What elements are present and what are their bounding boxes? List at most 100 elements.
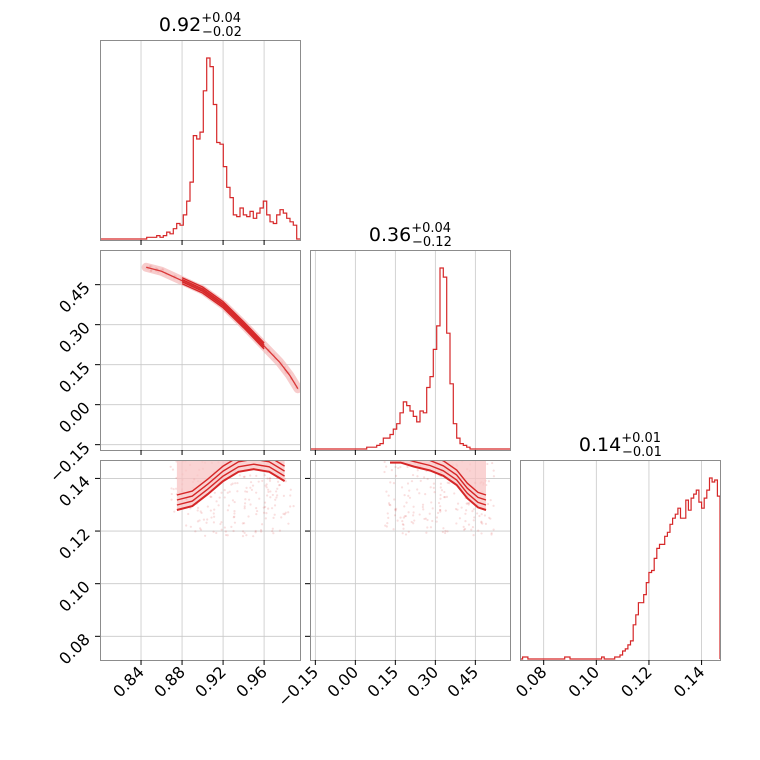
scatter-point	[220, 491, 223, 494]
scatter-point	[396, 519, 399, 522]
x-tick-label: −0.15	[274, 662, 322, 710]
scatter-point	[194, 530, 197, 533]
scatter-point	[384, 524, 387, 527]
panel-hist-1	[310, 250, 510, 450]
scatter-point	[488, 516, 491, 519]
scatter-point	[199, 528, 203, 531]
scatter-point	[236, 481, 239, 485]
scatter-point	[243, 507, 246, 510]
scatter-point	[248, 498, 251, 501]
scatter-point	[480, 521, 483, 524]
scatter-point	[289, 494, 292, 497]
scatter-point	[268, 477, 271, 480]
scatter-point	[273, 513, 276, 516]
scatter-point	[200, 511, 203, 515]
scatter-point	[491, 461, 494, 465]
scatter-point	[490, 532, 493, 535]
scatter-point	[446, 481, 449, 484]
x-tick-label: 0.08	[512, 662, 551, 701]
scatter-point	[431, 507, 434, 510]
scatter-point	[238, 474, 241, 477]
scatter-point	[463, 527, 467, 531]
scatter-point	[202, 518, 206, 521]
scatter-point	[401, 532, 404, 535]
scatter-point	[425, 531, 428, 534]
scatter-point	[439, 505, 442, 508]
scatter-point	[255, 507, 258, 510]
scatter-point	[426, 526, 429, 529]
panel-hist-2	[520, 460, 720, 660]
scatter-point	[491, 457, 493, 459]
scatter-point	[278, 483, 281, 487]
scatter-point	[234, 482, 237, 485]
scatter-point	[249, 486, 252, 489]
scatter-point	[224, 533, 228, 537]
scatter-point	[442, 527, 445, 530]
scatter-point	[274, 498, 277, 501]
scatter-point	[254, 529, 257, 533]
scatter-point	[439, 493, 442, 497]
scatter-point	[251, 484, 255, 487]
scatter-point	[413, 519, 416, 522]
scatter-point	[244, 490, 247, 493]
scatter-point	[454, 457, 456, 459]
scatter-point	[276, 480, 280, 483]
scatter-point	[489, 517, 492, 520]
scatter-point	[388, 458, 390, 460]
scatter-point	[278, 529, 282, 532]
scatter-point	[385, 525, 388, 528]
scatter-point	[436, 511, 440, 515]
scatter-point	[428, 512, 431, 515]
scatter-point	[492, 475, 496, 478]
density-fill	[176, 460, 285, 511]
scatter-point	[404, 514, 408, 518]
contour-outer	[146, 266, 299, 390]
scatter-point	[196, 509, 199, 512]
scatter-point	[490, 533, 493, 536]
scatter-point	[444, 531, 447, 535]
scatter-point	[276, 494, 279, 497]
scatter-point	[387, 456, 389, 458]
scatter-point	[269, 477, 272, 480]
scatter-point	[289, 505, 292, 508]
scatter-point	[241, 530, 245, 533]
x-tick-label: 0.96	[232, 662, 271, 701]
scatter-point	[411, 473, 415, 477]
scatter-point	[444, 457, 446, 459]
scatter-point	[228, 490, 231, 493]
scatter-point	[264, 517, 267, 520]
scatter-point	[418, 513, 421, 516]
scatter-point	[458, 517, 462, 520]
scatter-point	[267, 507, 270, 510]
scatter-point	[439, 486, 442, 489]
scatter-point	[383, 460, 386, 464]
scatter-point	[429, 486, 432, 489]
y-tick-label: 0.10	[55, 577, 94, 616]
scatter-point	[484, 522, 488, 525]
scatter-point	[169, 465, 172, 468]
scatter-point	[206, 518, 209, 521]
scatter-point	[407, 494, 410, 497]
scatter-point	[387, 516, 390, 519]
title-median-2: 0.14	[579, 434, 621, 456]
scatter-point	[233, 500, 236, 504]
panel-scatter-1-0	[100, 250, 300, 450]
scatter-point	[465, 509, 468, 512]
scatter-point	[171, 468, 175, 471]
scatter-point	[438, 508, 442, 512]
scatter-point	[387, 494, 390, 497]
scatter-point	[263, 474, 266, 477]
scatter-point	[273, 504, 277, 507]
scatter-point	[404, 533, 408, 536]
title-param-2: 0.14+0.01	[579, 431, 661, 456]
scatter-point	[492, 469, 495, 472]
scatter-point	[257, 480, 260, 483]
scatter-point	[435, 520, 438, 523]
scatter-point	[218, 496, 221, 499]
scatter-point	[198, 519, 201, 522]
scatter-point	[230, 525, 233, 528]
scatter-point	[271, 530, 274, 533]
scatter-point	[212, 521, 216, 524]
scatter-point	[470, 528, 473, 531]
scatter-point	[261, 479, 264, 483]
